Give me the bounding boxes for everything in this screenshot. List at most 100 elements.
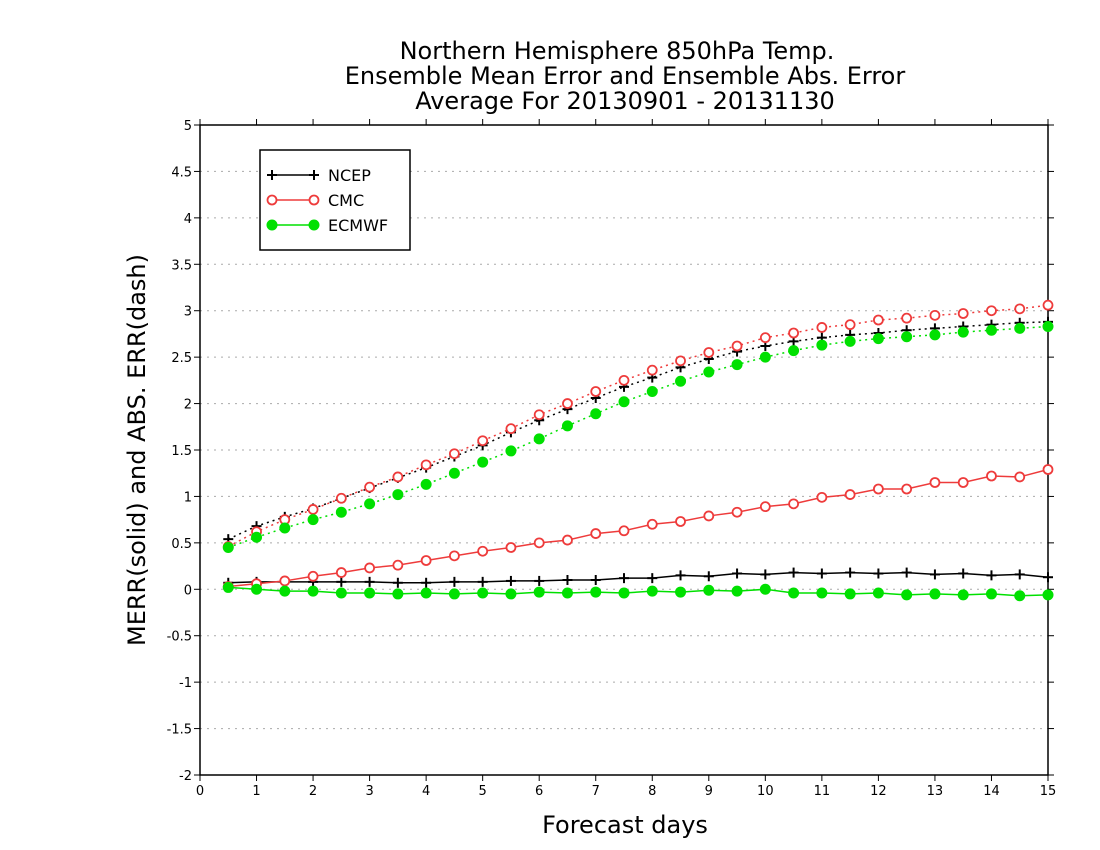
chart-title-line-3: Average For 20130901 - 20131130 — [415, 87, 835, 115]
ecmwf-abs-err-point — [816, 339, 828, 351]
x-tick-label: 10 — [757, 784, 774, 799]
ncep-merr-point — [703, 571, 714, 582]
ecmwf-abs-err-point — [392, 489, 404, 501]
ecmwf-merr-point — [222, 581, 234, 593]
x-tick-label: 6 — [535, 784, 543, 799]
cmc-merr-point — [675, 516, 686, 527]
chart-title-line-1: Northern Hemisphere 850hPa Temp. — [400, 37, 835, 65]
ecmwf-abs-err-point — [646, 386, 658, 397]
cmc-abs-err-point — [477, 435, 489, 447]
y-tick-label: -0.5 — [167, 630, 192, 645]
ecmwf-merr-point — [731, 585, 743, 597]
y-tick-label: 3.5 — [171, 258, 192, 273]
cmc-abs-err-point — [731, 340, 743, 352]
cmc-abs-err-point — [448, 448, 460, 460]
ncep-merr-point — [619, 573, 629, 584]
cmc-abs-err-point — [562, 398, 573, 409]
cmc-abs-err-point — [1042, 299, 1054, 311]
ecmwf-merr-point — [420, 587, 432, 599]
ecmwf-abs-err-point — [844, 335, 856, 347]
cmc-abs-err-point — [788, 327, 799, 339]
x-tick-label: 9 — [705, 784, 713, 799]
x-tick-label: 12 — [870, 784, 887, 799]
ecmwf-merr-point — [477, 587, 489, 599]
cmc-abs-err-point — [505, 423, 517, 435]
ecmwf-abs-err-point — [872, 333, 884, 345]
ecmwf-merr-line — [228, 586, 1049, 597]
series-ecmwf — [222, 321, 1054, 602]
ecmwf-merr-point — [929, 588, 941, 600]
legend-label: ECMWF — [328, 216, 388, 235]
cmc-merr-point — [420, 555, 432, 566]
legend-label: NCEP — [328, 166, 371, 185]
x-tick-label: 1 — [252, 784, 260, 799]
ncep-merr-point — [788, 567, 799, 578]
cmc-abs-err-point — [816, 322, 828, 333]
ncep-merr-point — [732, 568, 743, 579]
ecmwf-abs-err-point — [561, 420, 573, 432]
ecmwf-abs-err-point — [505, 445, 517, 457]
ecmwf-abs-err-point — [901, 331, 913, 343]
cmc-merr-point — [392, 559, 404, 571]
cmc-abs-err-point — [1014, 303, 1026, 315]
x-tick-label: 5 — [479, 784, 487, 799]
ecmwf-merr-point — [759, 583, 771, 595]
x-tick-label: 14 — [983, 784, 1000, 799]
ecmwf-abs-err-point — [335, 506, 347, 518]
x-tick-label: 13 — [927, 784, 944, 799]
y-tick-label: 4 — [184, 212, 192, 227]
y-tick-label: -1.5 — [167, 723, 192, 738]
ecmwf-merr-point — [561, 587, 573, 599]
y-tick-label: 0 — [184, 583, 192, 598]
ncep-merr-point — [421, 577, 432, 588]
cmc-abs-err-point — [420, 459, 432, 471]
cmc-merr-point — [448, 550, 460, 562]
ecmwf-merr-point — [590, 586, 602, 598]
ecmwf-merr-point — [957, 589, 969, 601]
cmc-abs-err-point — [392, 471, 404, 483]
ecmwf-merr-point — [392, 588, 404, 600]
ecmwf-abs-err-point — [759, 351, 771, 363]
ecmwf-merr-point — [816, 587, 828, 599]
legend-marker — [266, 194, 278, 206]
cmc-abs-err-point — [929, 309, 941, 321]
cmc-merr-point — [279, 575, 291, 587]
y-tick-label: 2 — [184, 398, 192, 413]
cmc-abs-err-point — [759, 332, 771, 344]
ecmwf-abs-err-point — [618, 396, 630, 408]
ncep-merr-point — [760, 569, 771, 580]
cmc-abs-err-point — [618, 374, 630, 386]
ecmwf-abs-err-point — [477, 456, 489, 468]
y-tick-label: 3 — [184, 305, 192, 320]
legend-label: CMC — [328, 191, 364, 210]
cmc-abs-err-point — [986, 305, 997, 317]
x-axis-label: Forecast days — [542, 811, 708, 839]
ecmwf-abs-err-point — [1042, 321, 1054, 332]
cmc-merr-point — [335, 567, 347, 578]
ecmwf-merr-point — [675, 586, 687, 598]
x-tick-label: 4 — [422, 784, 430, 799]
cmc-abs-err-point — [703, 347, 715, 358]
ncep-merr-point — [336, 576, 347, 587]
ecmwf-abs-err-point — [251, 531, 263, 543]
cmc-abs-err-point — [675, 355, 686, 367]
ecmwf-abs-err-point — [222, 542, 234, 553]
cmc-merr-point — [505, 542, 517, 553]
cmc-merr-point — [646, 518, 658, 530]
ecmwf-merr-point — [646, 585, 658, 597]
cmc-abs-err-point — [646, 364, 658, 376]
ecmwf-merr-point — [844, 588, 856, 600]
ncep-merr-point — [901, 567, 912, 578]
y-axis-label: MERR(solid) and ABS. ERR(dash) — [123, 254, 151, 646]
legend-marker — [267, 170, 277, 180]
x-tick-label: 2 — [309, 784, 317, 799]
ncep-merr-point — [647, 573, 658, 584]
cmc-merr-line — [228, 468, 1049, 588]
ecmwf-merr-point — [251, 583, 263, 595]
legend-marker — [308, 219, 320, 231]
cmc-merr-point — [307, 570, 319, 582]
cmc-merr-point — [1042, 464, 1054, 475]
legend-item-ecmwf: ECMWF — [266, 216, 388, 235]
cmc-merr-point — [562, 534, 573, 546]
